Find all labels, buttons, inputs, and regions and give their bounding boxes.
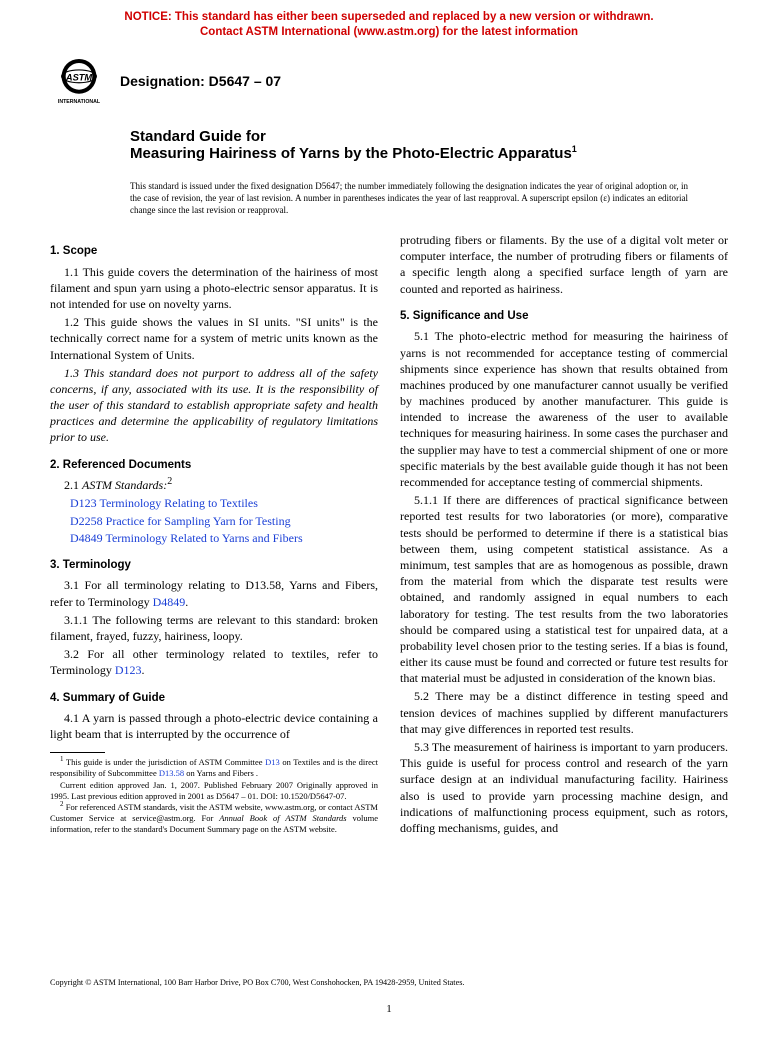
ref-link[interactable]: D2258 — [70, 514, 103, 528]
ref-link[interactable]: D123 — [70, 496, 97, 510]
footnote-rule — [50, 752, 105, 753]
column-right: protruding fibers or filaments. By the u… — [400, 232, 728, 838]
col2-continuation: protruding fibers or filaments. By the u… — [400, 232, 728, 297]
sig-p4: 5.3 The measurement of hairiness is impo… — [400, 739, 728, 836]
page-number: 1 — [0, 1003, 778, 1015]
body-columns: 1. Scope 1.1 This guide covers the deter… — [0, 218, 778, 838]
summary-p1: 4.1 A yarn is passed through a photo-ele… — [50, 710, 378, 742]
scope-p2: 1.2 This guide shows the values in SI un… — [50, 314, 378, 363]
notice-banner: NOTICE: This standard has either been su… — [0, 0, 778, 44]
issuance-note: This standard is issued under the fixed … — [0, 170, 778, 218]
scope-p3: 1.3 This standard does not purport to ad… — [50, 365, 378, 446]
term-p3: 3.2 For all other terminology related to… — [50, 646, 378, 678]
sig-p1: 5.1 The photo-electric method for measur… — [400, 328, 728, 490]
ref-title[interactable]: Terminology Relating to Textiles — [99, 496, 257, 510]
ref-link[interactable]: D4849 — [153, 595, 186, 609]
ref-title[interactable]: Terminology Related to Yarns and Fibers — [105, 531, 302, 545]
footnote-1: 1 This guide is under the jurisdiction o… — [50, 757, 378, 779]
sig-p3: 5.2 There may be a distinct difference i… — [400, 688, 728, 737]
footnote-1b: Current edition approved Jan. 1, 2007. P… — [50, 780, 378, 802]
ref-link[interactable]: D13 — [265, 757, 280, 767]
ref-link[interactable]: D4849 — [70, 531, 103, 545]
term-p2: 3.1.1 The following terms are relevant t… — [50, 612, 378, 644]
footnotes: 1 This guide is under the jurisdiction o… — [50, 757, 378, 834]
refs-head: 2. Referenced Documents — [50, 458, 378, 474]
svg-text:ASTM: ASTM — [65, 72, 93, 82]
refs-intro: 2.1 ASTM Standards:2 — [50, 477, 378, 493]
term-head: 3. Terminology — [50, 558, 378, 574]
ref-item: D123 Terminology Relating to Textiles — [70, 495, 378, 511]
title-line2: Measuring Hairiness of Yarns by the Phot… — [130, 145, 688, 164]
header-row: ASTM INTERNATIONAL Designation: D5647 – … — [0, 44, 778, 110]
footnote-2: 2 For referenced ASTM standards, visit t… — [50, 802, 378, 835]
ref-title[interactable]: Practice for Sampling Yarn for Testing — [106, 514, 291, 528]
scope-head: 1. Scope — [50, 244, 378, 260]
copyright: Copyright © ASTM International, 100 Barr… — [50, 978, 728, 987]
sig-p2: 5.1.1 If there are differences of practi… — [400, 492, 728, 686]
designation: Designation: D5647 – 07 — [120, 73, 281, 89]
refs-list: D123 Terminology Relating to Textiles D2… — [70, 495, 378, 546]
ref-link[interactable]: D13.58 — [159, 768, 184, 778]
scope-p1: 1.1 This guide covers the determination … — [50, 264, 378, 313]
ref-link[interactable]: D123 — [115, 663, 142, 677]
sig-head: 5. Significance and Use — [400, 309, 728, 325]
notice-line1: NOTICE: This standard has either been su… — [124, 11, 653, 23]
svg-text:INTERNATIONAL: INTERNATIONAL — [58, 99, 101, 105]
title-line1: Standard Guide for — [130, 128, 688, 145]
ref-item: D4849 Terminology Related to Yarns and F… — [70, 530, 378, 546]
ref-item: D2258 Practice for Sampling Yarn for Tes… — [70, 513, 378, 529]
column-left: 1. Scope 1.1 This guide covers the deter… — [50, 232, 378, 838]
term-p1: 3.1 For all terminology relating to D13.… — [50, 577, 378, 609]
astm-logo: ASTM INTERNATIONAL — [50, 52, 108, 110]
summary-head: 4. Summary of Guide — [50, 691, 378, 707]
notice-line2: Contact ASTM International (www.astm.org… — [200, 26, 578, 38]
title-block: Standard Guide for Measuring Hairiness o… — [0, 110, 778, 170]
